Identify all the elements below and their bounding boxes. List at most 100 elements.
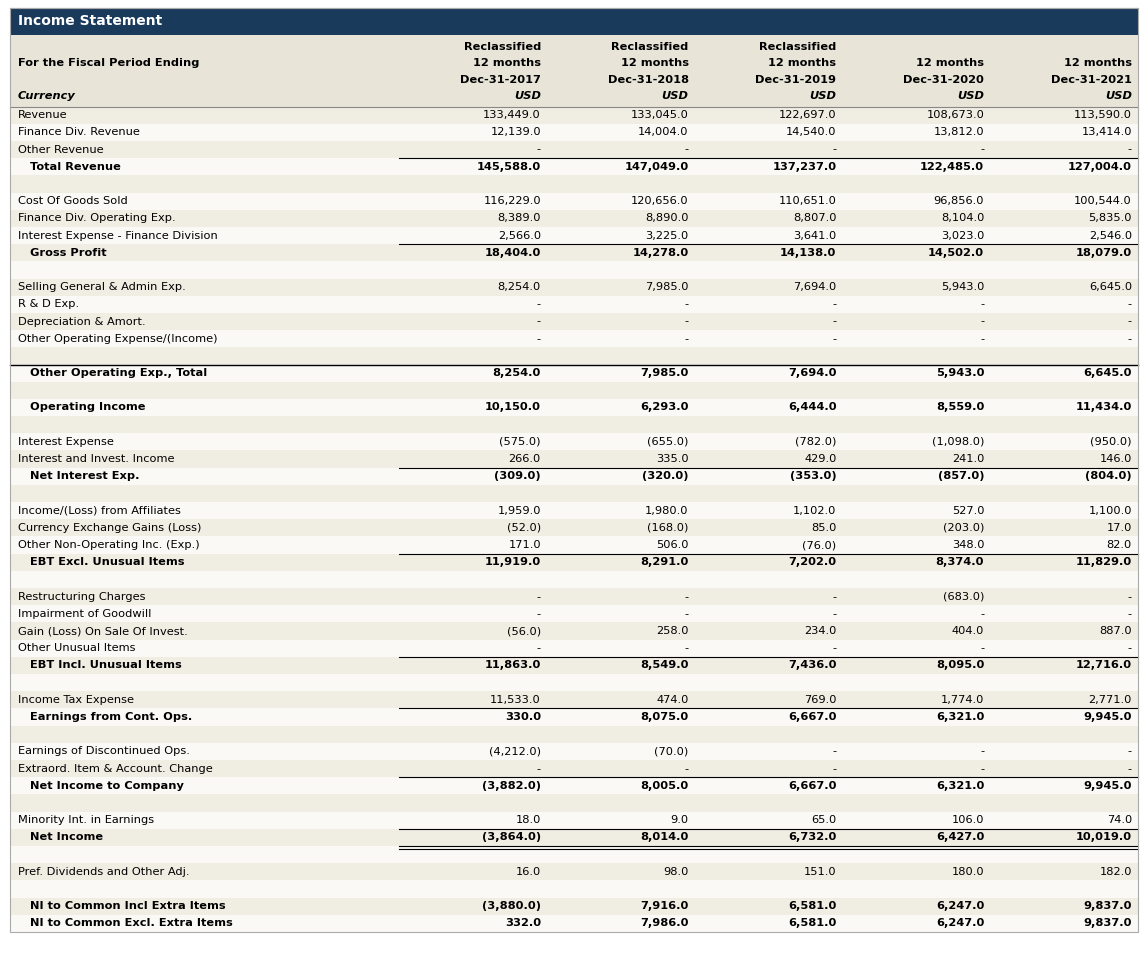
- Text: 16.0: 16.0: [515, 867, 541, 876]
- Text: 6,581.0: 6,581.0: [788, 918, 837, 928]
- Bar: [10, 416, 1138, 433]
- Bar: [10, 502, 1138, 519]
- Text: -: -: [980, 609, 984, 619]
- Text: 14,138.0: 14,138.0: [781, 248, 837, 258]
- Bar: [10, 433, 1138, 451]
- Bar: [10, 691, 1138, 709]
- Text: 10,150.0: 10,150.0: [484, 402, 541, 413]
- Text: -: -: [684, 643, 689, 653]
- Text: 12,716.0: 12,716.0: [1076, 661, 1132, 671]
- Text: 506.0: 506.0: [657, 540, 689, 550]
- Text: -: -: [1127, 300, 1132, 309]
- Text: 2,566.0: 2,566.0: [498, 230, 541, 240]
- Text: Interest Expense: Interest Expense: [18, 437, 114, 447]
- Bar: [10, 794, 1138, 812]
- Text: 8,075.0: 8,075.0: [641, 712, 689, 722]
- Text: -: -: [684, 144, 689, 154]
- Bar: [10, 347, 1138, 364]
- Text: 8,890.0: 8,890.0: [645, 214, 689, 224]
- Text: -: -: [832, 144, 837, 154]
- Text: 122,697.0: 122,697.0: [778, 110, 837, 120]
- Text: 234.0: 234.0: [804, 626, 837, 636]
- Text: -: -: [537, 316, 541, 327]
- Bar: [10, 571, 1138, 589]
- Text: Gross Profit: Gross Profit: [18, 248, 107, 258]
- Text: -: -: [1127, 763, 1132, 774]
- Text: -: -: [1127, 591, 1132, 601]
- Text: (76.0): (76.0): [802, 540, 837, 550]
- Text: -: -: [1127, 609, 1132, 619]
- Bar: [10, 812, 1138, 829]
- Text: 100,544.0: 100,544.0: [1075, 196, 1132, 206]
- Bar: [10, 605, 1138, 623]
- Text: (1,098.0): (1,098.0): [932, 437, 984, 447]
- Text: 1,102.0: 1,102.0: [793, 506, 837, 515]
- Text: -: -: [1127, 747, 1132, 756]
- Text: 1,959.0: 1,959.0: [497, 506, 541, 515]
- Text: 9,837.0: 9,837.0: [1084, 918, 1132, 928]
- Text: -: -: [980, 747, 984, 756]
- Text: 8,374.0: 8,374.0: [936, 557, 984, 567]
- Text: 8,014.0: 8,014.0: [641, 833, 689, 842]
- Text: Depreciation & Amort.: Depreciation & Amort.: [18, 316, 146, 327]
- Text: EBT Incl. Unusual Items: EBT Incl. Unusual Items: [18, 661, 181, 671]
- Text: -: -: [980, 643, 984, 653]
- Text: Other Non-Operating Inc. (Exp.): Other Non-Operating Inc. (Exp.): [18, 540, 200, 550]
- Text: 404.0: 404.0: [952, 626, 984, 636]
- Text: 332.0: 332.0: [505, 918, 541, 928]
- Text: (3,864.0): (3,864.0): [482, 833, 541, 842]
- Text: -: -: [537, 144, 541, 154]
- Bar: [10, 244, 1138, 262]
- Text: 65.0: 65.0: [812, 815, 837, 826]
- Bar: [10, 898, 1138, 915]
- Text: (203.0): (203.0): [943, 523, 984, 533]
- Text: 7,202.0: 7,202.0: [789, 557, 837, 567]
- Text: USD: USD: [661, 92, 689, 102]
- Text: -: -: [684, 763, 689, 774]
- Bar: [10, 8, 1138, 34]
- Text: 8,807.0: 8,807.0: [793, 214, 837, 224]
- Text: -: -: [832, 591, 837, 601]
- Bar: [10, 726, 1138, 743]
- Bar: [10, 262, 1138, 278]
- Text: 12 months: 12 months: [1064, 59, 1132, 68]
- Text: Earnings from Cont. Ops.: Earnings from Cont. Ops.: [18, 712, 192, 722]
- Text: (804.0): (804.0): [1085, 471, 1132, 481]
- Text: 133,045.0: 133,045.0: [630, 110, 689, 120]
- Text: 6,645.0: 6,645.0: [1084, 368, 1132, 378]
- Text: Currency: Currency: [18, 92, 76, 102]
- Text: Finance Div. Revenue: Finance Div. Revenue: [18, 127, 140, 138]
- Text: Interest Expense - Finance Division: Interest Expense - Finance Division: [18, 230, 218, 240]
- Text: Dec-31-2020: Dec-31-2020: [903, 75, 984, 85]
- Bar: [10, 864, 1138, 880]
- Text: 12,139.0: 12,139.0: [490, 127, 541, 138]
- Text: -: -: [1127, 316, 1132, 327]
- Text: 13,414.0: 13,414.0: [1081, 127, 1132, 138]
- Text: USD: USD: [514, 92, 541, 102]
- Text: 8,254.0: 8,254.0: [492, 368, 541, 378]
- Text: 1,980.0: 1,980.0: [645, 506, 689, 515]
- Bar: [10, 330, 1138, 347]
- Text: -: -: [980, 334, 984, 344]
- Text: 6,293.0: 6,293.0: [641, 402, 689, 413]
- Text: Dec-31-2021: Dec-31-2021: [1052, 75, 1132, 85]
- Text: (950.0): (950.0): [1091, 437, 1132, 447]
- Bar: [10, 846, 1138, 864]
- Text: 7,436.0: 7,436.0: [788, 661, 837, 671]
- Text: 113,590.0: 113,590.0: [1075, 110, 1132, 120]
- Bar: [10, 141, 1138, 158]
- Text: 330.0: 330.0: [505, 712, 541, 722]
- Text: 7,985.0: 7,985.0: [641, 368, 689, 378]
- Text: -: -: [980, 316, 984, 327]
- Text: (309.0): (309.0): [495, 471, 541, 481]
- Text: 18,079.0: 18,079.0: [1076, 248, 1132, 258]
- Text: Income Tax Expense: Income Tax Expense: [18, 695, 134, 705]
- Text: 182.0: 182.0: [1100, 867, 1132, 876]
- Text: -: -: [832, 609, 837, 619]
- Text: -: -: [684, 300, 689, 309]
- Bar: [10, 760, 1138, 777]
- Text: 151.0: 151.0: [804, 867, 837, 876]
- Text: Minority Int. in Earnings: Minority Int. in Earnings: [18, 815, 154, 826]
- Text: -: -: [832, 334, 837, 344]
- Text: 6,732.0: 6,732.0: [788, 833, 837, 842]
